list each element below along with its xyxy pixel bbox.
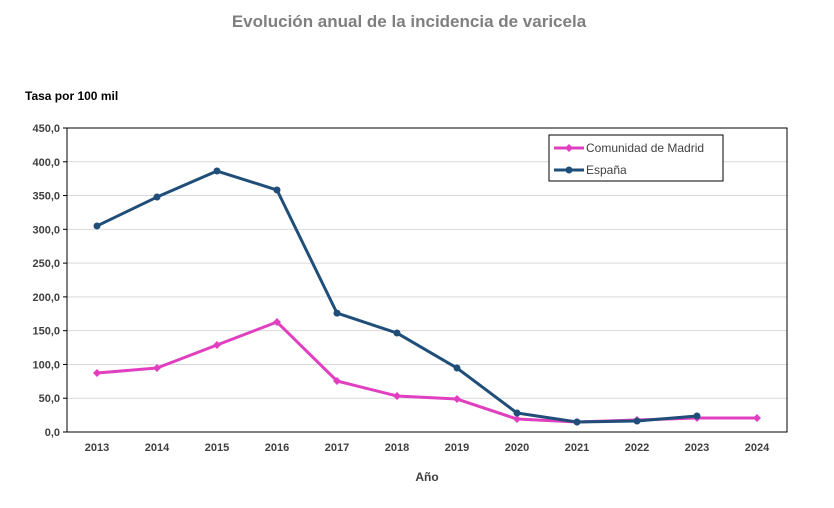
legend-marker — [565, 144, 573, 152]
data-point-marker — [273, 318, 281, 327]
data-point-marker — [153, 364, 161, 373]
y-tick-label: 400,0 — [32, 157, 60, 169]
y-tick-label: 100,0 — [32, 359, 60, 371]
x-tick-label: 2023 — [685, 442, 709, 454]
y-tick-label: 50,0 — [39, 393, 60, 405]
x-tick-label: 2020 — [505, 442, 529, 454]
data-point-marker — [453, 364, 461, 372]
data-point-marker — [753, 414, 761, 423]
y-axis-label: Tasa por 100 mil — [25, 89, 118, 103]
x-tick-label: 2024 — [745, 442, 770, 454]
x-axis-label: Año — [415, 470, 438, 484]
legend-marker — [565, 166, 573, 174]
y-tick-label: 350,0 — [32, 191, 60, 203]
data-point-marker — [213, 340, 221, 349]
x-tick-label: 2022 — [625, 442, 649, 454]
legend: Comunidad de Madrid España — [548, 134, 724, 182]
data-point-marker — [393, 329, 401, 337]
data-point-marker — [393, 391, 401, 400]
x-tick-label: 2017 — [325, 442, 349, 454]
data-point-marker — [213, 167, 221, 175]
plot-area-border — [66, 127, 788, 433]
y-tick-label: 300,0 — [32, 224, 60, 236]
y-tick-label: 0,0 — [45, 427, 60, 439]
y-tick-label: 450,0 — [32, 123, 60, 135]
y-tick-label: 150,0 — [32, 326, 60, 338]
data-point-marker — [693, 412, 701, 420]
data-point-marker — [333, 309, 341, 317]
data-point-marker — [633, 417, 641, 425]
x-tick-label: 2015 — [205, 442, 229, 454]
legend-label: Comunidad de Madrid — [586, 141, 704, 155]
data-point-marker — [513, 415, 521, 424]
legend-label: España — [586, 163, 627, 177]
x-tick-label: 2013 — [85, 442, 109, 454]
x-tick-label: 2016 — [265, 442, 289, 454]
data-point-marker — [153, 193, 161, 201]
legend-box — [548, 134, 724, 182]
y-tick-label: 250,0 — [32, 258, 60, 270]
x-tick-label: 2021 — [565, 442, 589, 454]
data-point-marker — [333, 376, 341, 385]
chart-title: Evolución anual de la incidencia de vari… — [232, 12, 587, 31]
data-point-marker — [453, 395, 461, 404]
data-point-marker — [573, 418, 581, 426]
x-tick-label: 2019 — [445, 442, 469, 454]
data-point-marker — [93, 369, 101, 378]
data-point-marker — [93, 222, 101, 230]
x-tick-label: 2018 — [385, 442, 409, 454]
series-line-madrid — [96, 320, 757, 424]
y-tick-label: 200,0 — [32, 292, 60, 304]
data-point-marker — [273, 186, 281, 194]
data-point-marker — [513, 409, 521, 417]
x-tick-label: 2014 — [145, 442, 170, 454]
